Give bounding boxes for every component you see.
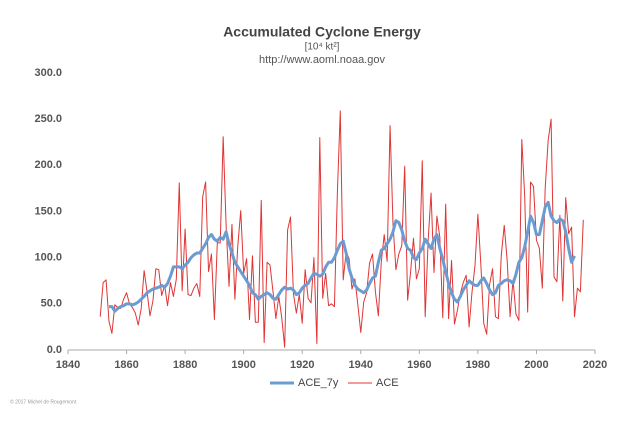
series-line bbox=[99, 110, 584, 348]
x-tick-label: 1900 bbox=[231, 359, 255, 371]
y-tick-label: 0.0 bbox=[47, 344, 62, 356]
copyright: © 2017 Michel de Rougemont bbox=[10, 398, 77, 405]
y-tick-label: 100.0 bbox=[34, 252, 62, 264]
y-tick-label: 300.0 bbox=[34, 67, 62, 79]
x-tick-label: 1940 bbox=[349, 359, 373, 371]
y-tick-label: 250.0 bbox=[34, 113, 62, 125]
x-tick-label: 1980 bbox=[466, 359, 490, 371]
x-tick-label: 1920 bbox=[290, 359, 314, 371]
y-tick-label: 150.0 bbox=[34, 205, 62, 217]
x-tick-label: 1840 bbox=[56, 359, 80, 371]
legend-label: ACE_7y bbox=[298, 377, 339, 389]
x-tick-label: 2020 bbox=[583, 359, 607, 371]
x-tick-label: 1860 bbox=[114, 359, 138, 371]
x-tick-label: 2000 bbox=[524, 359, 548, 371]
y-tick-label: 50.0 bbox=[41, 298, 62, 310]
chart-subtitle: [10⁴ kt²] bbox=[305, 42, 340, 53]
chart-title: Accumulated Cyclone Energy bbox=[223, 24, 421, 40]
y-tick-label: 200.0 bbox=[34, 159, 62, 171]
series-line bbox=[108, 200, 576, 313]
x-tick-label: 1880 bbox=[173, 359, 197, 371]
source: http://www.aoml.noaa.gov bbox=[259, 54, 385, 66]
x-tick-label: 1960 bbox=[407, 359, 431, 371]
legend-label: ACE bbox=[376, 377, 399, 389]
